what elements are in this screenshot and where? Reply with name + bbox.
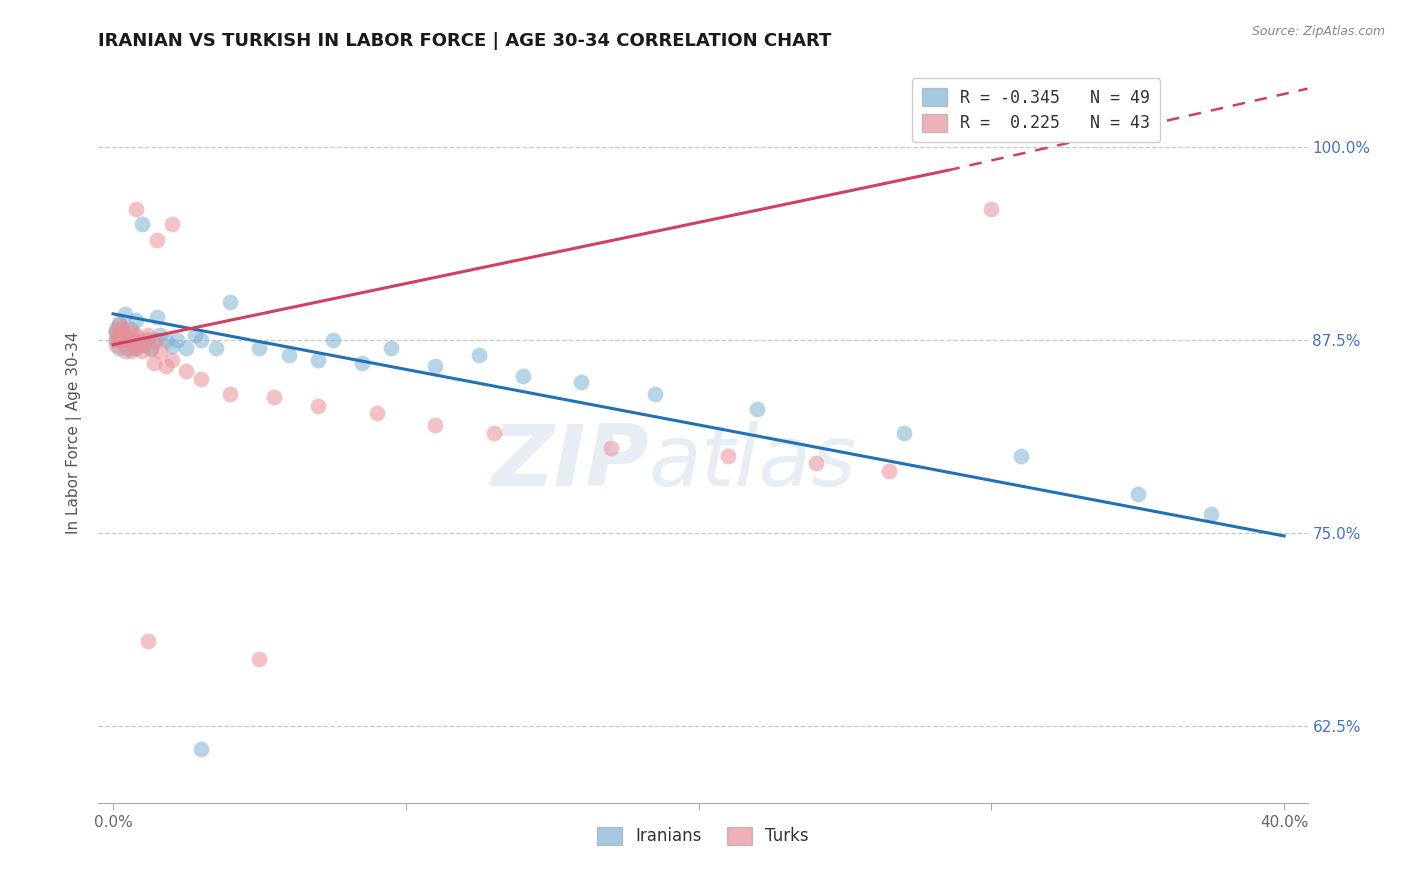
Point bbox=[190, 371, 212, 385]
Point bbox=[174, 364, 197, 378]
Point bbox=[219, 294, 242, 309]
Point bbox=[160, 218, 183, 232]
Point bbox=[482, 425, 505, 440]
Point bbox=[512, 368, 534, 383]
Point bbox=[980, 202, 1002, 216]
Point bbox=[277, 349, 299, 363]
Point bbox=[804, 457, 827, 471]
Point bbox=[380, 341, 402, 355]
Point bbox=[131, 218, 153, 232]
Point bbox=[114, 343, 136, 358]
Point bbox=[117, 333, 139, 347]
Point bbox=[717, 449, 740, 463]
Point bbox=[1199, 508, 1222, 522]
Point bbox=[190, 333, 212, 347]
Point bbox=[143, 356, 166, 370]
Point bbox=[104, 332, 127, 346]
Point bbox=[166, 333, 188, 347]
Point bbox=[104, 337, 127, 351]
Point bbox=[136, 633, 159, 648]
Point bbox=[423, 417, 446, 432]
Point bbox=[160, 339, 183, 353]
Point bbox=[877, 464, 900, 478]
Point bbox=[599, 441, 621, 455]
Point bbox=[117, 322, 139, 336]
Point bbox=[149, 343, 172, 358]
Legend: Iranians, Turks: Iranians, Turks bbox=[589, 818, 817, 854]
Point bbox=[184, 328, 207, 343]
Point bbox=[120, 322, 142, 336]
Point bbox=[122, 333, 145, 347]
Point bbox=[146, 233, 169, 247]
Point bbox=[307, 400, 329, 414]
Text: IRANIAN VS TURKISH IN LABOR FORCE | AGE 30-34 CORRELATION CHART: IRANIAN VS TURKISH IN LABOR FORCE | AGE … bbox=[98, 32, 832, 50]
Point bbox=[263, 390, 285, 404]
Point bbox=[111, 328, 134, 343]
Point bbox=[114, 307, 136, 321]
Point bbox=[747, 402, 769, 417]
Y-axis label: In Labor Force | Age 30-34: In Labor Force | Age 30-34 bbox=[66, 331, 83, 534]
Point bbox=[155, 333, 177, 347]
Point bbox=[249, 652, 271, 666]
Point bbox=[125, 328, 148, 343]
Point bbox=[108, 333, 131, 347]
Point bbox=[128, 334, 150, 349]
Point bbox=[423, 359, 446, 374]
Point bbox=[111, 333, 134, 347]
Point bbox=[571, 375, 593, 389]
Point bbox=[111, 322, 134, 336]
Text: atlas: atlas bbox=[648, 421, 856, 504]
Point bbox=[117, 333, 139, 347]
Point bbox=[350, 356, 373, 370]
Point bbox=[120, 343, 142, 358]
Point bbox=[108, 328, 131, 343]
Point bbox=[117, 341, 139, 355]
Point bbox=[125, 341, 148, 355]
Text: Source: ZipAtlas.com: Source: ZipAtlas.com bbox=[1251, 25, 1385, 38]
Point bbox=[468, 349, 491, 363]
Point bbox=[134, 337, 156, 351]
Point bbox=[644, 387, 666, 401]
Point bbox=[114, 337, 136, 351]
Point bbox=[108, 341, 131, 355]
Point bbox=[104, 333, 127, 347]
Point bbox=[893, 425, 915, 440]
Point bbox=[136, 328, 159, 343]
Point bbox=[111, 320, 134, 334]
Point bbox=[174, 341, 197, 355]
Point bbox=[160, 353, 183, 368]
Point bbox=[1010, 449, 1032, 463]
Point bbox=[134, 333, 156, 347]
Point bbox=[155, 359, 177, 374]
Point bbox=[1126, 487, 1149, 501]
Point bbox=[125, 313, 148, 327]
Point bbox=[366, 406, 388, 420]
Point bbox=[149, 328, 172, 343]
Point bbox=[122, 328, 145, 343]
Point bbox=[131, 343, 153, 358]
Point bbox=[322, 333, 344, 347]
Point bbox=[219, 387, 242, 401]
Point bbox=[108, 316, 131, 330]
Point bbox=[136, 332, 159, 346]
Point bbox=[307, 353, 329, 368]
Point bbox=[122, 341, 145, 355]
Text: ZIP: ZIP bbox=[491, 421, 648, 504]
Point bbox=[139, 341, 162, 355]
Point bbox=[104, 326, 127, 340]
Point bbox=[104, 322, 127, 336]
Point bbox=[139, 343, 162, 357]
Point bbox=[204, 341, 226, 355]
Point bbox=[190, 741, 212, 756]
Point bbox=[104, 326, 127, 340]
Point bbox=[125, 202, 148, 216]
Point bbox=[146, 310, 169, 324]
Point bbox=[143, 333, 166, 347]
Point bbox=[128, 337, 150, 351]
Point bbox=[108, 318, 131, 332]
Point bbox=[114, 328, 136, 343]
Point bbox=[249, 341, 271, 355]
Point bbox=[146, 333, 169, 347]
